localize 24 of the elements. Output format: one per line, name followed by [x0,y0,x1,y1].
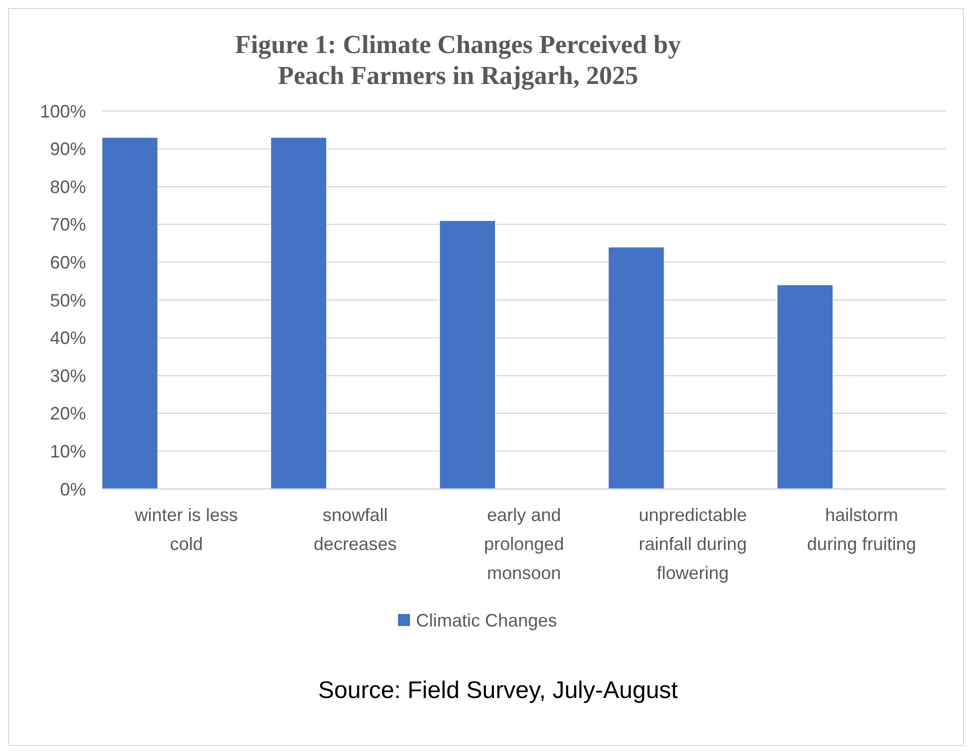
chart-title: Figure 1: Climate Changes Perceived by Peach Farmers in Rajgarh, 2025 [234,30,682,90]
x-tick-label: snowfall decreases [314,505,397,554]
y-tick-label: 0% [60,479,86,500]
x-tick-label: unpredictable rainfall during flowering [638,505,747,583]
y-tick-label: 60% [50,252,86,272]
bar [102,137,158,490]
y-tick-label: 80% [50,176,86,197]
bar [608,246,664,490]
y-tick-label: 30% [50,366,86,386]
y-tick-label: 50% [50,290,86,310]
y-tick-label: 100% [40,101,86,122]
bar [776,284,834,490]
legend-label: Climatic Changes [416,610,558,630]
x-tick-label: winter is less cold [134,505,238,554]
bar [270,137,327,490]
y-tick-label: 10% [50,442,86,462]
y-tick-label: 40% [50,328,86,348]
x-tick-label: early and prolonged monsoon [484,505,564,583]
y-tick-label: 20% [50,404,86,424]
y-tick-label: 70% [50,214,86,235]
source-note: Source: Field Survey, July-August [318,677,678,704]
x-tick-label: hailstorm during fruiting [807,505,916,554]
bar [439,220,496,490]
y-tick-label: 90% [50,139,86,160]
